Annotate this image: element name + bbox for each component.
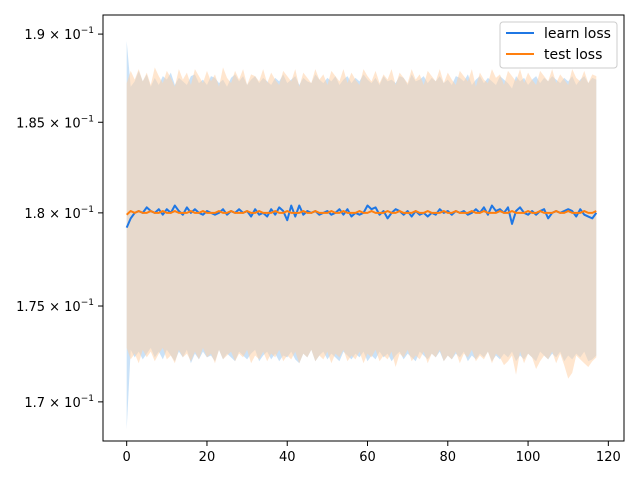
x-axis: 0 20 40 60 80 100 120: [123, 441, 621, 465]
x-tick-label: 120: [596, 450, 621, 465]
x-tick-label: 0: [123, 450, 131, 465]
y-tick-label: 1.7 × 10−1: [24, 394, 94, 411]
x-tick-label: 60: [359, 450, 376, 465]
series-lines: [125, 204, 598, 228]
plot-frame: [102, 14, 625, 442]
x-tick-label: 40: [279, 450, 296, 465]
line-series-1: [126, 210, 597, 216]
band-series-1: [126, 67, 597, 379]
legend-learn-label: learn loss: [544, 26, 611, 42]
y-tick-label: 1.85 × 10−1: [16, 114, 94, 131]
y-axis: 1.7 × 10−1 1.75 × 10−1 1.8 × 10−1 1.85 × 10…: [16, 26, 103, 411]
y-tick-label: 1.9 × 10−1: [24, 26, 94, 43]
x-tick-label: 20: [199, 450, 216, 465]
confidence-bands: [126, 41, 597, 430]
legend: learn loss test loss: [499, 21, 618, 69]
y-tick-label: 1.75 × 10−1: [16, 298, 94, 315]
x-tick-label: 100: [516, 450, 541, 465]
y-tick-label: 1.8 × 10−1: [24, 205, 94, 222]
legend-test-label: test loss: [544, 47, 602, 63]
x-tick-label: 80: [440, 450, 457, 465]
